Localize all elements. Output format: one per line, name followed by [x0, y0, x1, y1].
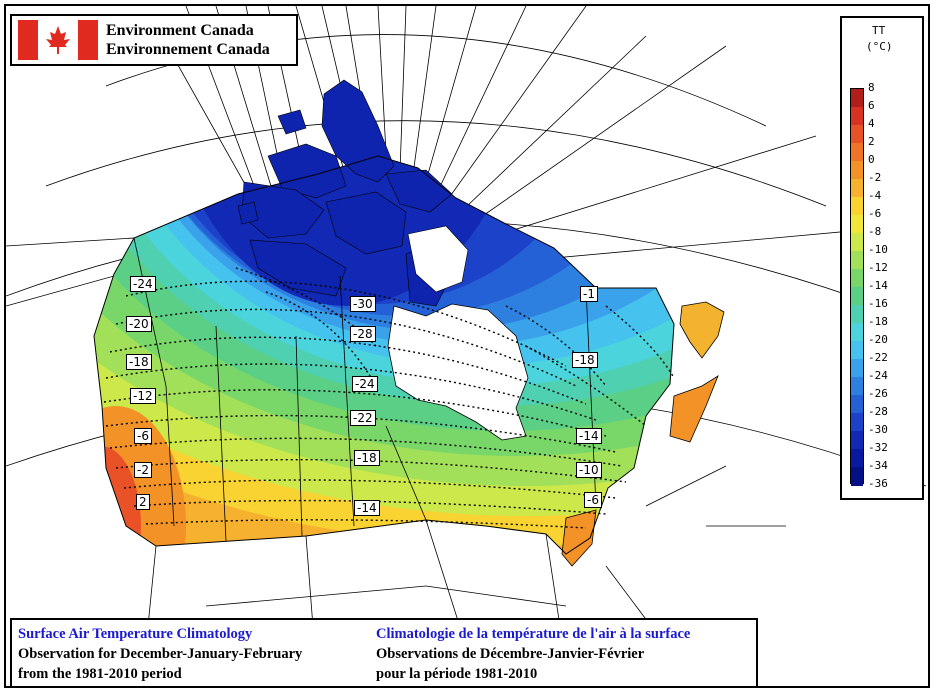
isotherm-label: -30 — [350, 296, 376, 312]
canada-flag-icon — [18, 20, 98, 60]
legend-tick-label: -2 — [868, 171, 882, 184]
legend-color-bar — [850, 88, 864, 486]
legend-color-segment — [851, 359, 863, 378]
foxe-basin — [407, 225, 469, 293]
isotherm-label: -6 — [134, 428, 152, 444]
legend-tick-label: -24 — [868, 369, 888, 382]
legend-color-segment — [851, 197, 863, 216]
legend-tick-label: -26 — [868, 387, 888, 400]
legend-tick-label: -12 — [868, 261, 888, 274]
caption-line3-fr: pour la période 1981-2010 — [376, 666, 538, 682]
isotherm-label: -24 — [352, 376, 378, 392]
isotherm-label: -12 — [130, 388, 156, 404]
caption-box: Surface Air Temperature Climatology Obse… — [10, 618, 758, 686]
isotherm-label: -20 — [126, 316, 152, 332]
agency-logo-box: Environment Canada Environnement Canada — [10, 14, 298, 66]
isotherm-label: 2 — [136, 494, 150, 510]
legend-color-segment — [851, 143, 863, 162]
isotherm-label: -18 — [126, 354, 152, 370]
map-frame: Environment Canada Environnement Canada … — [4, 4, 930, 688]
legend-tick-label: -32 — [868, 441, 888, 454]
legend-color-segment — [851, 287, 863, 306]
legend-color-segment — [851, 431, 863, 450]
legend-tick-label: -8 — [868, 225, 882, 238]
caption-line2-en: Observation for December-January-Februar… — [18, 646, 303, 662]
agency-name-en: Environment Canada — [106, 22, 254, 39]
legend-color-segment — [851, 125, 863, 144]
canada-outline — [93, 155, 675, 555]
legend-tick-label: -28 — [868, 405, 888, 418]
legend-tick-label: 2 — [868, 135, 875, 148]
isotherm-label: -24 — [130, 276, 156, 292]
legend-color-segment — [851, 179, 863, 198]
legend-variable: TT — [872, 24, 886, 37]
caption-title-fr: Climatologie de la température de l'air … — [376, 626, 691, 642]
legend-tick-label: -14 — [868, 279, 888, 292]
isotherm-label: -18 — [572, 352, 598, 368]
legend-color-segment — [851, 305, 863, 324]
nova-scotia — [669, 375, 719, 443]
caption-title-en: Surface Air Temperature Climatology — [18, 626, 253, 642]
legend-tick-label: -4 — [868, 189, 882, 202]
legend-tick-label: 4 — [868, 117, 875, 130]
temperature-map — [6, 6, 927, 686]
legend-color-segment — [851, 467, 863, 486]
legend-tick-label: -18 — [868, 315, 888, 328]
isotherm-label: -10 — [576, 462, 602, 478]
isotherm-label: -14 — [576, 428, 602, 444]
legend-tick-label: -6 — [868, 207, 882, 220]
isotherm-label: -18 — [354, 450, 380, 466]
newfoundland — [679, 301, 725, 359]
agency-name-fr: Environnement Canada — [106, 41, 270, 58]
isotherm-label: -2 — [134, 462, 152, 478]
caption-line3-en: from the 1981-2010 period — [18, 666, 182, 682]
isotherm-label: -22 — [350, 410, 376, 426]
legend-tick-label: -20 — [868, 333, 888, 346]
legend-tick-label: -22 — [868, 351, 888, 364]
legend-color-segment — [851, 269, 863, 288]
caption-line2-fr: Observations de Décembre-Janvier-Février — [376, 646, 645, 662]
legend-tick-label: 8 — [868, 81, 875, 94]
legend-color-segment — [851, 377, 863, 396]
legend-color-segment — [851, 233, 863, 252]
legend-tick-label: -36 — [868, 477, 888, 490]
legend-tick-label: -16 — [868, 297, 888, 310]
isotherm-label: -14 — [354, 500, 380, 516]
southern-ontario — [561, 509, 597, 567]
legend-color-segment — [851, 323, 863, 342]
legend-color-segment — [851, 341, 863, 360]
legend-tick-label: -30 — [868, 423, 888, 436]
isotherm-label: -28 — [350, 326, 376, 342]
legend-color-segment — [851, 413, 863, 432]
legend-color-segment — [851, 395, 863, 414]
legend-color-segment — [851, 449, 863, 468]
legend: TT (°C) 8 6 4 2 0 -2 -4 -6 -8 -10 -12 -14 -16 -18 -20 -… — [840, 16, 924, 500]
legend-tick-label: -10 — [868, 243, 888, 256]
legend-color-segment — [851, 215, 863, 234]
legend-color-segment — [851, 251, 863, 270]
legend-color-segment — [851, 107, 863, 126]
legend-color-segment — [851, 161, 863, 180]
legend-tick-label: 6 — [868, 99, 875, 112]
legend-tick-label: -34 — [868, 459, 888, 472]
legend-tick-label: 0 — [868, 153, 875, 166]
legend-unit: (°C) — [866, 40, 893, 53]
isotherm-label: -6 — [584, 492, 602, 508]
legend-color-segment — [851, 89, 863, 108]
isotherm-label: -1 — [580, 286, 598, 302]
